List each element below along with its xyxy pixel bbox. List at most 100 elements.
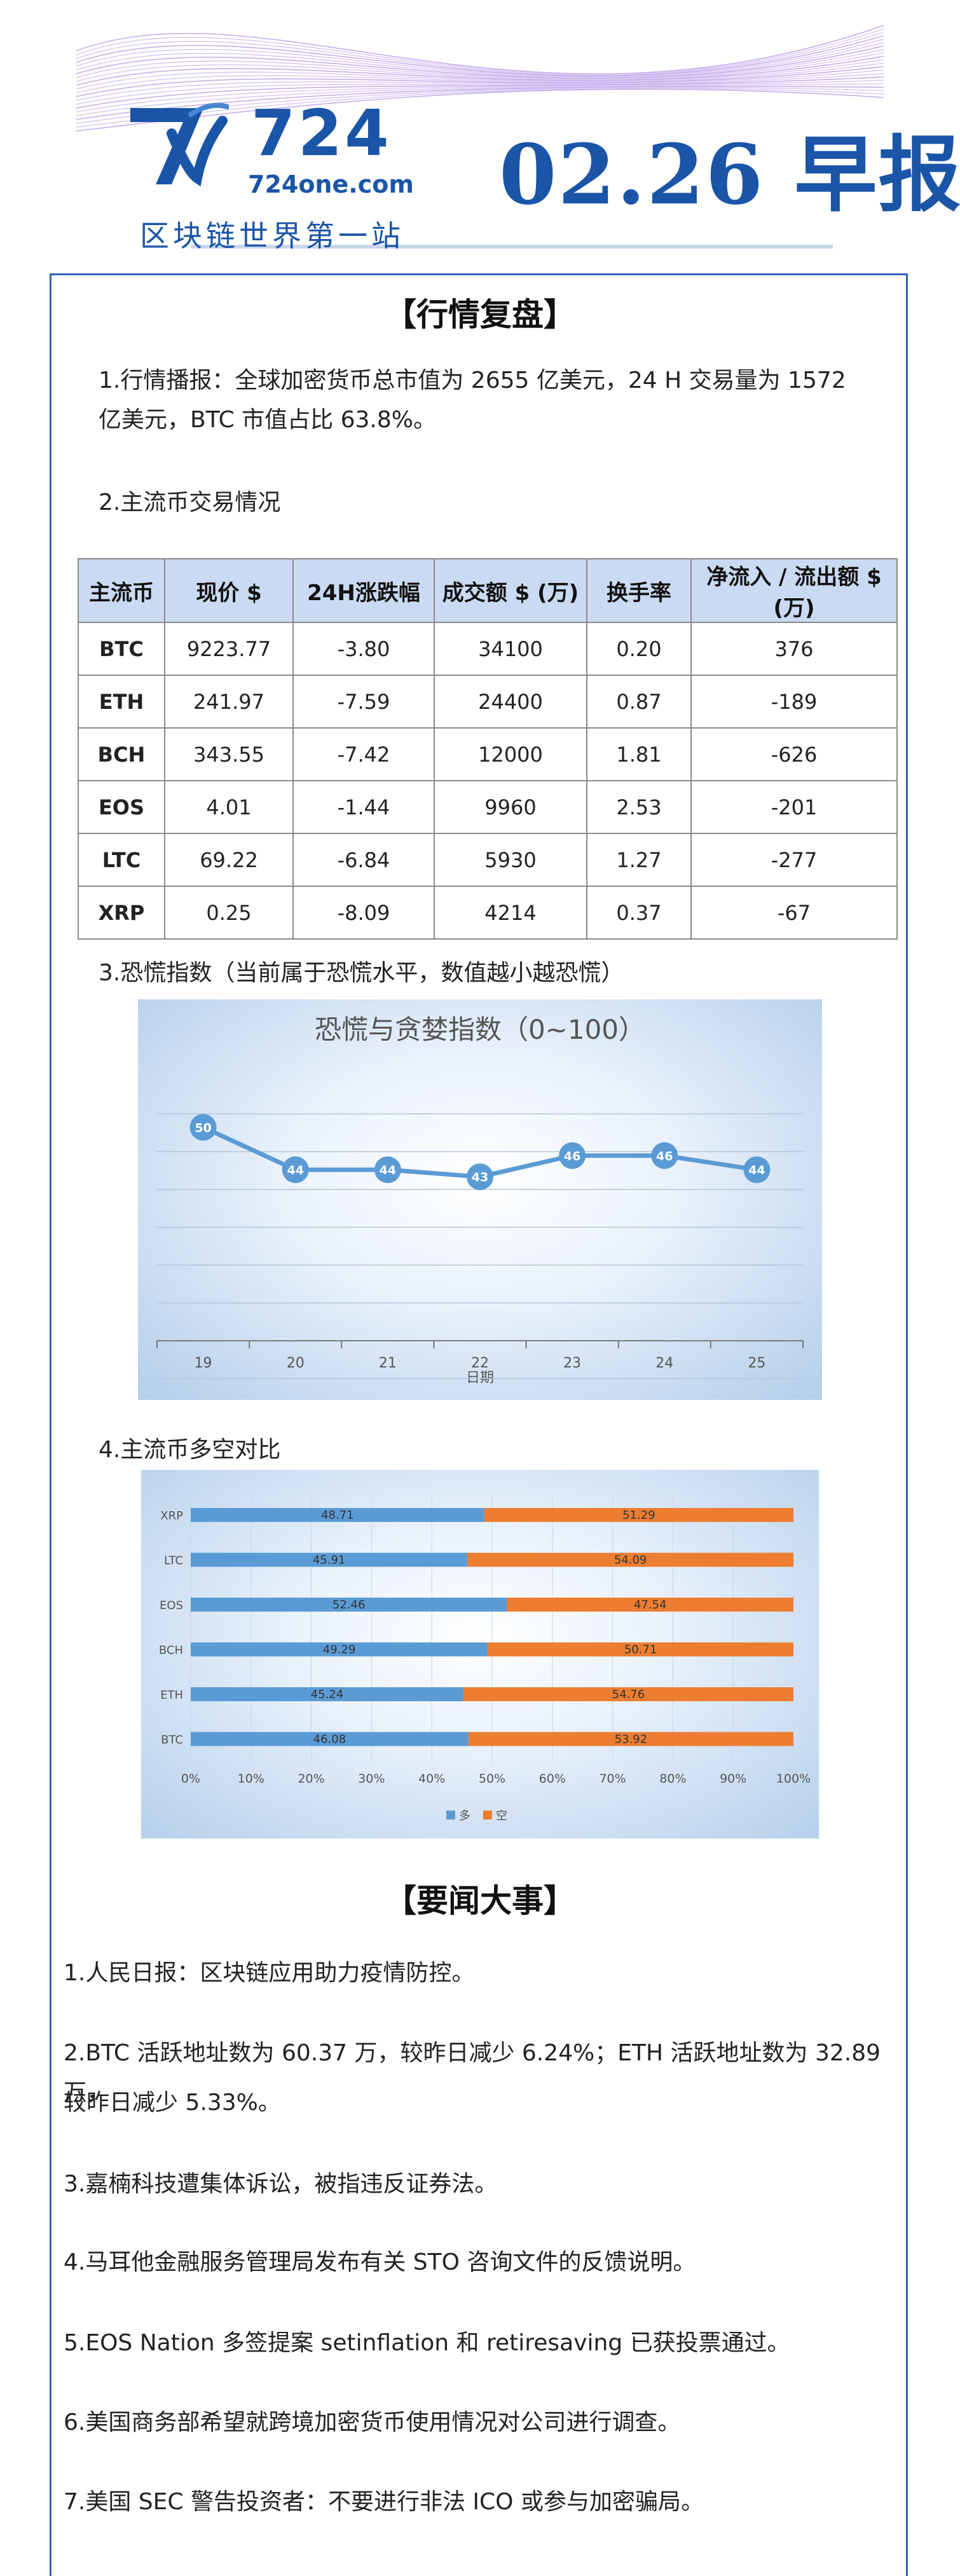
x-tick-label: 40% [418, 1772, 445, 1786]
bar-value-label: 54.76 [612, 1688, 645, 1701]
table-cell: 0.37 [586, 886, 692, 940]
category-label: LTC [164, 1554, 183, 1568]
x-tick-label: 21 [379, 1355, 397, 1371]
table-cell: -201 [690, 780, 898, 834]
table-cell: -277 [690, 833, 898, 887]
table-cell: 12000 [434, 727, 587, 781]
long-bar [191, 1642, 488, 1657]
table-cell: -1.44 [292, 780, 435, 834]
table-cell: 0.87 [586, 675, 692, 729]
short-bar [484, 1508, 793, 1522]
long-short-chart: 0% 10% 20% 30% 40% 50% 60% 70% 80% 90% 100% BTC 46.0… [141, 1470, 819, 1839]
long-bar [191, 1732, 469, 1746]
wave-line [76, 42, 884, 78]
table-header-cell: 24H涨跌幅 [292, 558, 435, 623]
table-row: BCH 343.55 -7.42 12000 1.81 -626 [78, 727, 898, 781]
data-point [651, 1142, 678, 1169]
data-point [374, 1156, 401, 1183]
category-label: BTC [161, 1734, 183, 1747]
news-item: 2.BTC 活跃地址数为 60.37 万，较昨日减少 6.24%；ETH 活跃地… [64, 2040, 881, 2106]
data-point [282, 1156, 309, 1183]
x-tick-label: 23 [563, 1355, 581, 1371]
category-label: EOS [160, 1599, 183, 1612]
long-bar [191, 1508, 484, 1522]
table-cell: -6.84 [292, 833, 435, 887]
data-point [559, 1142, 586, 1169]
fear-greed-chart: 恐慌与贪婪指数（0~100） 日期 19 20 21 22 23 24 25 50 44 44 43… [138, 999, 822, 1400]
coin-trading-heading: 2.主流币交易情况 [99, 490, 281, 516]
news-section-title: 【要闻大事】 [385, 1882, 575, 1919]
coin-name-cell: ETH [78, 675, 165, 729]
table-cell: 24400 [434, 675, 587, 729]
news-item: 较昨日减少 5.33%。 [64, 2090, 281, 2116]
wave-line [76, 76, 884, 109]
bar-value-label: 49.29 [323, 1643, 356, 1657]
long-bar [191, 1687, 463, 1701]
table-cell: 1.27 [586, 833, 692, 887]
x-tick-label: 20 [287, 1355, 305, 1371]
table-header-row: 主流币 现价 $ 24H涨跌幅 成交额 $ (万) 换手率 净流入 / 流出额 … [78, 558, 898, 623]
news-item: 1.人民日报：区块链应用助力疫情防控。 [64, 1960, 475, 1986]
data-point [743, 1156, 771, 1183]
coin-name-cell: XRP [78, 886, 165, 940]
coin-name-cell: EOS [78, 780, 165, 834]
table-header-cell: 成交额 $ (万) [434, 558, 587, 623]
short-bar [468, 1732, 793, 1746]
legend-swatch [446, 1811, 455, 1819]
wave-line [76, 55, 884, 86]
table-header-cell: 换手率 [586, 558, 692, 623]
legend-label: 空 [496, 1809, 507, 1823]
coin-trading-table: 主流币 现价 $ 24H涨跌幅 成交额 $ (万) 换手率 净流入 / 流出额 … [78, 558, 898, 940]
header-underline [191, 245, 833, 249]
bar-value-label: 53.92 [615, 1733, 648, 1746]
table-cell: 5930 [434, 833, 587, 887]
table-cell: 0.25 [164, 886, 294, 940]
news-item: 3.嘉楠科技遭集体诉讼，被指违反证券法。 [64, 2171, 498, 2197]
table-cell: 343.55 [164, 727, 294, 781]
x-tick-label: 22 [471, 1355, 489, 1371]
news-item: 7.美国 SEC 警告投资者：不要进行非法 ICO 或参与加密骗局。 [64, 2489, 704, 2515]
data-label: 46 [656, 1149, 673, 1163]
wave-banner-decoration [76, 25, 884, 249]
wave-line [76, 25, 884, 74]
wave-line [76, 79, 884, 113]
data-label: 44 [748, 1163, 765, 1177]
table-cell: -8.09 [292, 886, 435, 940]
table-cell: -189 [690, 675, 898, 729]
wave-line [76, 35, 884, 77]
table-cell: 4.01 [164, 780, 294, 834]
bar-value-label: 50.71 [624, 1643, 657, 1657]
report-header: 724 724one.com 区块链世界第一站 02.26 早报 [0, 0, 960, 267]
market-overview-paragraph: 1.行情播报：全球加密货币总市值为 2655 亿美元，24 H 交易量为 157… [99, 367, 846, 433]
table-cell: 1.81 [586, 727, 692, 781]
wave-line [76, 45, 884, 79]
data-label: 44 [287, 1163, 303, 1177]
x-tick-label: 60% [539, 1772, 566, 1786]
x-tick-label: 70% [599, 1772, 626, 1786]
x-tick-label: 90% [720, 1772, 746, 1786]
logo-number: 724 [251, 96, 392, 170]
table-row: LTC 69.22 -6.84 5930 1.27 -277 [78, 833, 898, 887]
wave-line [76, 66, 884, 97]
data-label: 50 [195, 1121, 211, 1135]
bar-value-label: 46.08 [313, 1733, 346, 1746]
wave-line [76, 69, 884, 101]
x-tick-label: 19 [195, 1355, 212, 1371]
table-row: EOS 4.01 -1.44 9960 2.53 -201 [78, 780, 898, 834]
logo-slogan: 区块链世界第一站 [140, 219, 404, 253]
table-cell: 4214 [434, 886, 587, 940]
news-item: 5.EOS Nation 多签提案 setinflation 和 retires… [64, 2330, 790, 2356]
wave-line [76, 59, 884, 90]
wave-line [76, 83, 884, 116]
legend-label: 多 [459, 1809, 470, 1823]
table-cell: 2.53 [586, 780, 692, 834]
table-cell: -67 [690, 886, 898, 940]
logo-url[interactable]: 724one.com [248, 170, 414, 198]
legend-swatch [483, 1811, 492, 1819]
wave-line [76, 62, 884, 93]
x-tick-label: 24 [655, 1355, 673, 1371]
bar-value-label: 51.29 [622, 1509, 655, 1522]
data-point [189, 1114, 217, 1141]
wave-line [76, 38, 884, 78]
wave-line [76, 49, 884, 80]
